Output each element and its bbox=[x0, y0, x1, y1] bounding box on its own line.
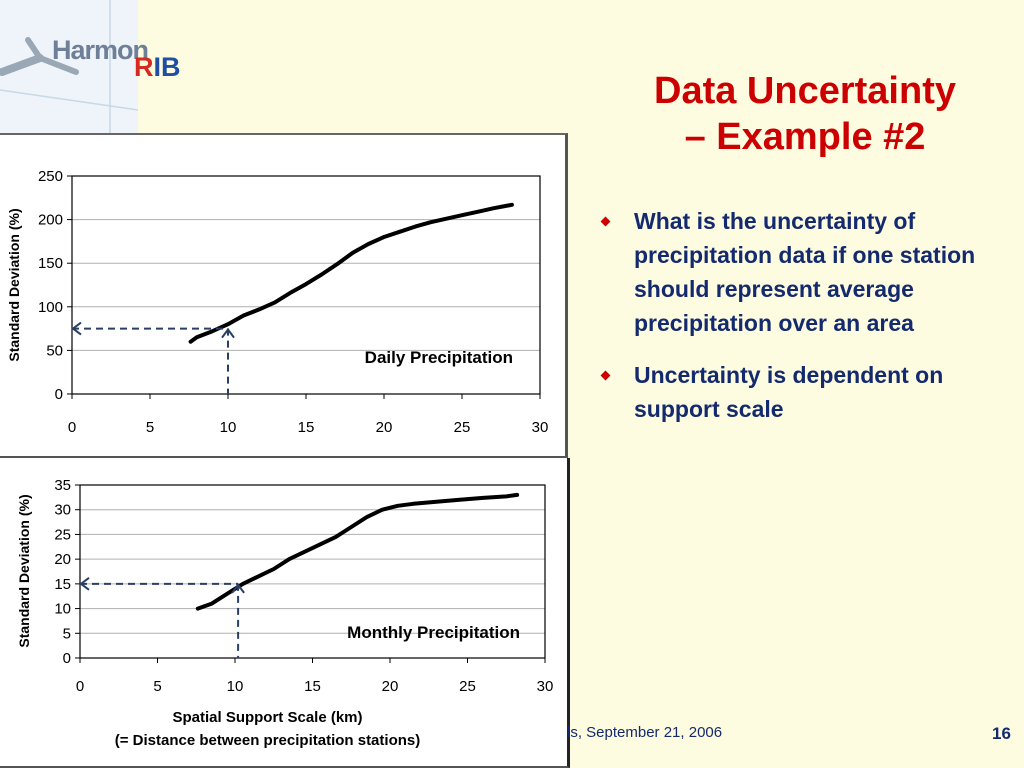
harmonirib-logo: Harmon bbox=[0, 0, 149, 135]
y-tick-label: 25 bbox=[54, 526, 71, 543]
diamond-bullet-icon bbox=[600, 216, 611, 227]
plot-area-frame bbox=[71, 175, 541, 395]
bullet-text: Uncertainty is dependent on support scal… bbox=[634, 362, 944, 422]
series-line bbox=[188, 202, 514, 344]
y-tick-label: 250 bbox=[38, 168, 63, 185]
guide-arrow-left-icon bbox=[79, 577, 90, 591]
series-annotation: Monthly Precipitation bbox=[347, 623, 520, 642]
x-tick-label: 15 bbox=[304, 678, 321, 695]
x-tick-label: 0 bbox=[68, 419, 76, 436]
x-tick-label: 20 bbox=[382, 678, 399, 695]
bullet-text: What is the uncertainty of precipitation… bbox=[634, 208, 976, 336]
daily-precipitation-chart: 0 50 100 150 200 250 0 5 10 15 20 25 30 Standard Devi… bbox=[6, 168, 549, 436]
series-annotation: Daily Precipitation bbox=[365, 348, 513, 367]
x-tick-label: 20 bbox=[376, 419, 393, 436]
x-tick-label: 0 bbox=[76, 678, 84, 695]
guide-arrow-up-icon bbox=[231, 583, 245, 594]
y-axis-label: Standard Deviation (%) bbox=[6, 208, 22, 361]
footer-text: ls, September 21, 2006 bbox=[567, 724, 723, 741]
guide-arrow-left-icon bbox=[71, 321, 82, 336]
x-tick-label: 30 bbox=[532, 419, 549, 436]
logo-text-harmon: Harmon bbox=[52, 35, 149, 65]
y-tick-label: 100 bbox=[38, 299, 63, 316]
logo-graphic bbox=[0, 0, 138, 135]
y-tick-label: 30 bbox=[54, 502, 71, 519]
plot-area-frame bbox=[79, 484, 546, 659]
logo-text-rib: RIB bbox=[134, 52, 181, 83]
y-tick-label: 0 bbox=[63, 650, 71, 667]
bullet-list: What is the uncertainty of precipitation… bbox=[598, 204, 978, 444]
x-tick-label: 15 bbox=[298, 419, 315, 436]
bullet-item: Uncertainty is dependent on support scal… bbox=[598, 358, 978, 426]
page-number: 16 bbox=[992, 724, 1011, 743]
y-tick-label: 35 bbox=[54, 477, 71, 494]
logo-text-ib: IB bbox=[153, 52, 181, 82]
y-axis-label: Standard Deviation (%) bbox=[16, 494, 32, 647]
y-tick-label: 15 bbox=[54, 576, 71, 593]
chart-panel-daily: 0 50 100 150 200 250 0 5 10 15 20 25 30 Standard Devi… bbox=[0, 133, 568, 458]
x-tick-label: 5 bbox=[153, 678, 161, 695]
y-tick-label: 5 bbox=[63, 625, 71, 642]
monthly-precipitation-chart: 0 5 10 15 20 25 30 35 0 5 10 15 20 25 30 Standard Devia… bbox=[16, 477, 554, 749]
diamond-bullet-icon bbox=[600, 370, 611, 381]
title-line-2: – Example #2 bbox=[684, 116, 926, 158]
y-tick-label: 50 bbox=[46, 342, 63, 359]
x-tick-label: 10 bbox=[227, 678, 244, 695]
guide-arrow-up-icon bbox=[221, 327, 235, 339]
y-tick-label: 200 bbox=[38, 212, 63, 229]
logo-text-r: R bbox=[134, 52, 154, 82]
x-tick-label: 30 bbox=[537, 678, 554, 695]
y-tick-label: 20 bbox=[54, 551, 71, 568]
x-tick-label: 25 bbox=[459, 678, 476, 695]
x-tick-label: 25 bbox=[454, 419, 471, 436]
x-tick-label: 10 bbox=[220, 419, 237, 436]
bullet-item: What is the uncertainty of precipitation… bbox=[598, 204, 978, 340]
series-line bbox=[195, 492, 520, 611]
y-tick-label: 10 bbox=[54, 601, 71, 618]
title-line-1: Data Uncertainty bbox=[654, 70, 956, 112]
chart-panel-monthly: 0 5 10 15 20 25 30 35 0 5 10 15 20 25 30 Standard Devia… bbox=[0, 458, 570, 768]
y-tick-label: 150 bbox=[38, 255, 63, 272]
x-tick-label: 5 bbox=[146, 419, 154, 436]
x-axis-label: Spatial Support Scale (km) bbox=[172, 709, 362, 726]
y-tick-label: 0 bbox=[55, 386, 63, 403]
slide-title: Data Uncertainty – Example #2 bbox=[590, 68, 1020, 160]
x-axis-sublabel: (= Distance between precipitation statio… bbox=[115, 732, 420, 749]
